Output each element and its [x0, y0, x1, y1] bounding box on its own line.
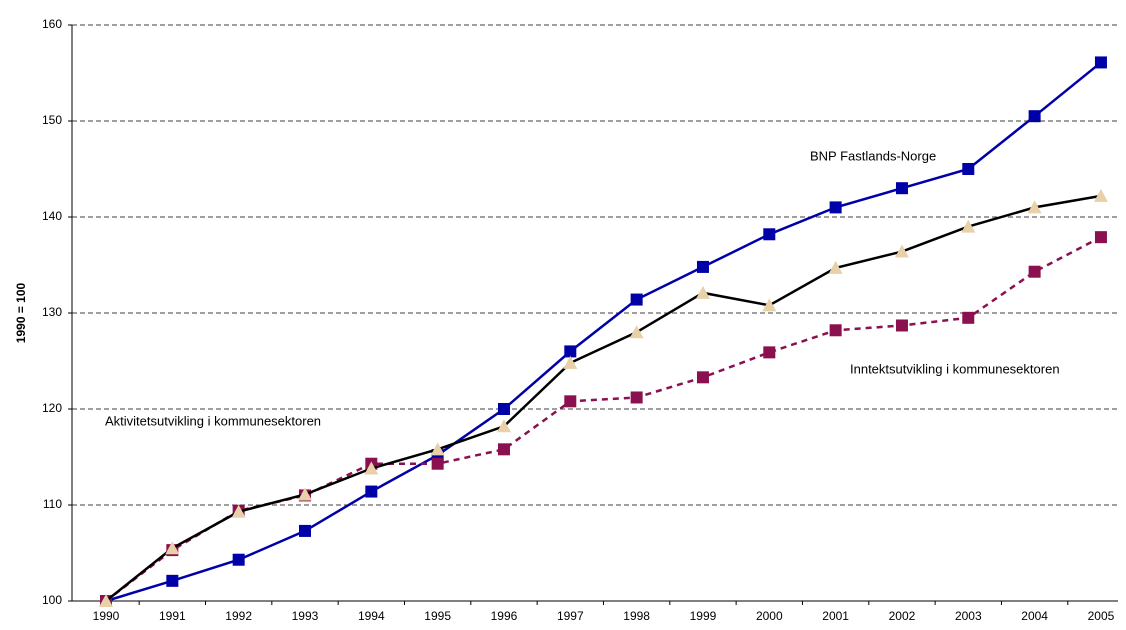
marker: [630, 293, 643, 306]
series-label: BNP Fastlands-Norge: [810, 148, 936, 163]
marker: [1027, 200, 1042, 214]
series-line: [105, 236, 1102, 602]
marker: [431, 457, 444, 470]
marker: [1028, 265, 1041, 278]
marker: [1093, 188, 1108, 202]
marker: [695, 285, 710, 299]
marker: [829, 324, 842, 337]
x-tick-label: 2001: [822, 609, 849, 623]
marker: [497, 403, 510, 415]
marker: [364, 461, 379, 475]
marker: [165, 541, 180, 555]
marker: [763, 346, 776, 359]
marker: [497, 443, 510, 456]
series-line: [105, 61, 1102, 603]
marker: [894, 244, 909, 258]
series-label: Aktivitetsutvikling i kommunesektoren: [105, 413, 321, 428]
marker: [696, 371, 709, 384]
x-tick-label: 1997: [557, 609, 584, 623]
marker: [297, 487, 312, 501]
x-tick-label: 2002: [889, 609, 916, 623]
marker: [564, 395, 577, 408]
x-tick-label: 1991: [159, 609, 186, 623]
marker: [1094, 56, 1107, 69]
y-axis-label: 1990 = 100: [14, 282, 28, 343]
marker: [1094, 231, 1107, 244]
x-tick-label: 2005: [1088, 609, 1115, 623]
marker: [962, 163, 975, 175]
y-tick-label: 150: [42, 113, 62, 127]
marker: [895, 182, 908, 195]
marker: [496, 419, 511, 433]
marker: [629, 325, 644, 339]
marker: [961, 219, 976, 233]
marker: [1028, 110, 1041, 123]
y-tick-label: 120: [42, 401, 62, 415]
marker: [298, 524, 311, 537]
x-tick-label: 2004: [1021, 609, 1048, 623]
marker: [232, 553, 245, 566]
marker: [430, 442, 445, 456]
y-tick-label: 100: [42, 593, 62, 607]
marker: [895, 319, 908, 332]
marker: [762, 298, 777, 312]
y-tick-label: 110: [43, 497, 62, 511]
x-tick-label: 1994: [358, 609, 385, 623]
x-tick-label: 1998: [623, 609, 650, 623]
y-tick-label: 130: [42, 305, 62, 319]
x-tick-label: 1999: [690, 609, 717, 623]
marker: [166, 574, 179, 587]
series-label: Inntektsutvikling i kommunesektoren: [850, 361, 1060, 376]
x-tick-label: 1996: [491, 609, 518, 623]
y-tick-label: 160: [42, 17, 62, 31]
marker: [630, 391, 643, 404]
x-tick-label: 1990: [93, 609, 120, 623]
x-tick-label: 1992: [225, 609, 252, 623]
marker: [828, 260, 843, 274]
x-tick-label: 1993: [292, 609, 319, 623]
marker: [563, 355, 578, 369]
x-tick-label: 2000: [756, 609, 783, 623]
marker: [564, 345, 577, 358]
marker: [99, 594, 113, 607]
marker: [231, 504, 246, 518]
marker: [829, 201, 842, 214]
x-tick-label: 1995: [424, 609, 451, 623]
marker: [696, 260, 709, 273]
series-line: [105, 194, 1102, 602]
marker: [365, 485, 378, 498]
y-tick-label: 140: [42, 209, 62, 223]
marker: [962, 311, 975, 324]
marker: [763, 228, 776, 241]
x-tick-label: 2003: [955, 609, 982, 623]
